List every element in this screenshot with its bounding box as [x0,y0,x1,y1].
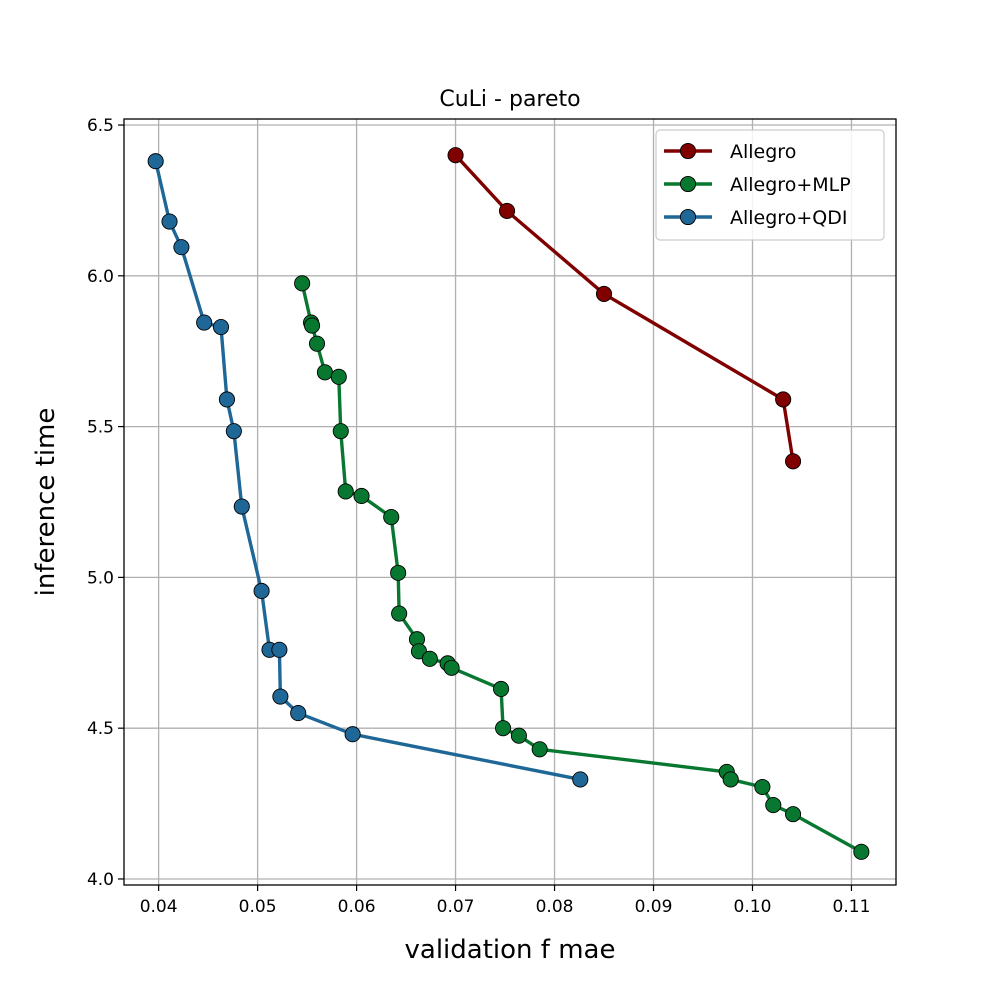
data-point-allegro-mlp [294,275,311,292]
series-allegro-mlp [294,275,870,860]
x-tick-label: 0.06 [338,897,376,917]
data-point-allegro-mlp [316,364,333,381]
data-point-allegro [785,453,802,470]
y-tick-label: 5.0 [87,568,114,588]
data-point-allegro-qdi [212,319,230,336]
data-point-allegro-qdi [290,705,307,722]
x-tick-label: 0.05 [239,897,277,917]
series-line-allegro-mlp [300,281,864,854]
data-point-allegro-mlp [853,843,870,860]
y-axis-label: inference time [31,408,61,597]
data-point-allegro-mlp [785,806,802,823]
data-point-allegro-mlp [308,335,326,352]
data-point-allegro-qdi [272,688,289,705]
legend-marker-allegro-qdi [679,208,697,226]
data-point-allegro-qdi [225,423,242,440]
legend-label-allegro-qdi: Allegro+QDI [730,207,847,229]
data-point-allegro [447,147,464,164]
x-tick-label: 0.11 [833,897,871,917]
data-point-allegro-qdi [253,582,270,600]
data-point-allegro-mlp [353,487,370,505]
series-allegro [447,147,802,470]
data-point-allegro-mlp [754,778,771,796]
data-point-allegro-qdi [233,498,250,515]
data-point-allegro-mlp [421,650,438,667]
chart-title: CuLi - pareto [439,87,580,112]
legend-box [655,129,885,241]
data-point-allegro-qdi [271,641,288,658]
data-point-allegro-qdi [196,314,213,331]
x-tick-label: 0.07 [437,897,475,917]
y-axis-ticks: 4.0 4.5 5.0 5.5 6.0 6.5 [87,116,124,890]
data-point-allegro-mlp [337,483,354,500]
data-point-allegro-qdi [218,391,235,408]
legend-label-allegro: Allegro [730,141,796,163]
data-point-allegro-mlp [493,680,510,698]
data-point-allegro-mlp [765,797,782,814]
series-allegro-qdi [147,153,589,788]
data-point-allegro-mlp [391,605,408,622]
data-point-allegro-mlp [443,659,460,676]
y-tick-label: 4.5 [87,719,114,739]
data-point-allegro-qdi [161,213,178,230]
data-point-allegro-qdi [344,726,361,743]
series-line-allegro-qdi [153,159,582,782]
x-axis-ticks: 0.04 0.05 0.06 0.07 0.08 0.09 0.10 0.11 [140,885,871,917]
data-point-allegro-mlp [531,741,548,758]
data-point-allegro-mlp [722,771,739,788]
data-point-allegro-mlp [510,727,527,744]
data-point-allegro-mlp [332,423,349,440]
data-point-allegro-mlp [383,509,400,526]
x-tick-label: 0.09 [635,897,673,917]
x-tick-label: 0.08 [536,897,574,917]
y-tick-label: 4.0 [87,870,114,890]
grid [124,119,896,885]
x-tick-label: 0.10 [734,897,772,917]
y-tick-label: 6.0 [87,267,114,287]
data-point-allegro [498,202,516,220]
data-point-allegro [595,285,613,302]
data-point-allegro-qdi [147,153,164,170]
data-point-allegro-qdi [572,771,589,788]
legend-label-allegro-mlp: Allegro+MLP [730,174,851,196]
data-point-allegro-mlp [495,720,512,737]
data-point-allegro-mlp [330,368,347,385]
legend-marker-allegro-mlp [679,175,697,193]
y-tick-label: 6.5 [87,116,114,136]
legend: Allegro Allegro+MLP Allegro+QDI [655,129,885,241]
y-tick-label: 5.5 [87,418,114,438]
data-point-allegro-mlp [390,564,407,581]
x-tick-label: 0.04 [140,897,178,917]
plot-frame [123,118,897,886]
data-point-allegro-qdi [173,239,190,256]
data-series [147,147,870,860]
x-axis-label: validation f mae [405,935,616,965]
legend-marker-allegro [679,142,697,160]
data-point-allegro [775,391,792,408]
data-point-allegro-mlp [304,317,321,334]
